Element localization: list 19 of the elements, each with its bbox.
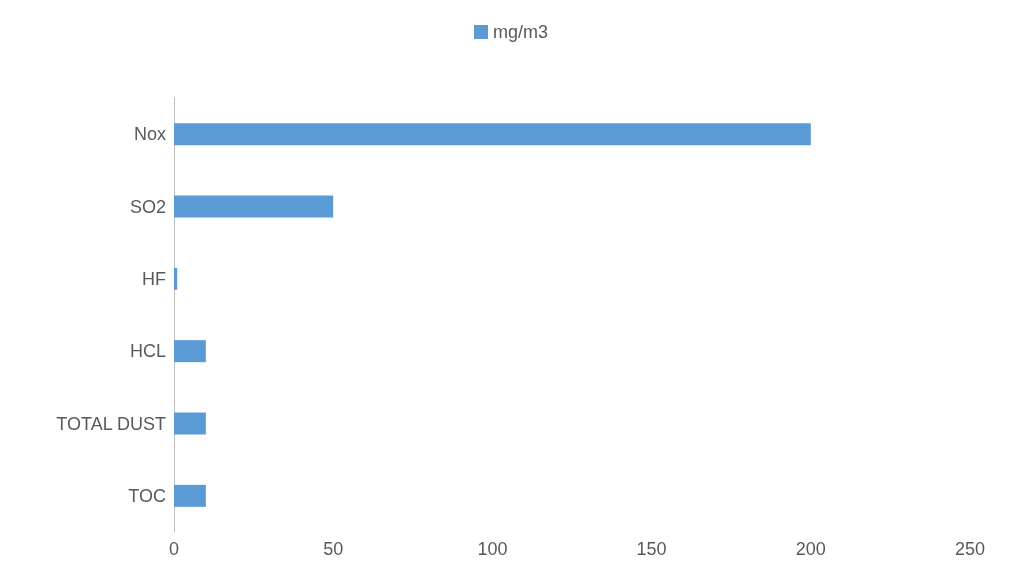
y-tick-label: TOC [128, 485, 166, 506]
x-tick-label: 50 [323, 539, 344, 559]
bar [174, 123, 811, 146]
bar [174, 340, 206, 363]
x-tick-label: 100 [477, 539, 508, 559]
bar [174, 267, 178, 290]
bar [174, 484, 206, 507]
x-tick-label: 150 [636, 539, 667, 559]
legend-label: mg/m3 [492, 22, 549, 42]
x-tick-label: 250 [954, 539, 986, 559]
y-tick-label: SO2 [129, 196, 166, 217]
y-tick-label: Nox [133, 124, 166, 145]
y-tick-label: TOTAL DUST [56, 413, 166, 434]
x-tick-label: 0 [168, 539, 180, 559]
y-tick-label: HF [142, 268, 166, 289]
bar [174, 195, 334, 218]
bar [174, 412, 206, 435]
x-tick-label: 200 [795, 539, 826, 559]
y-tick-label: HCL [129, 341, 166, 362]
